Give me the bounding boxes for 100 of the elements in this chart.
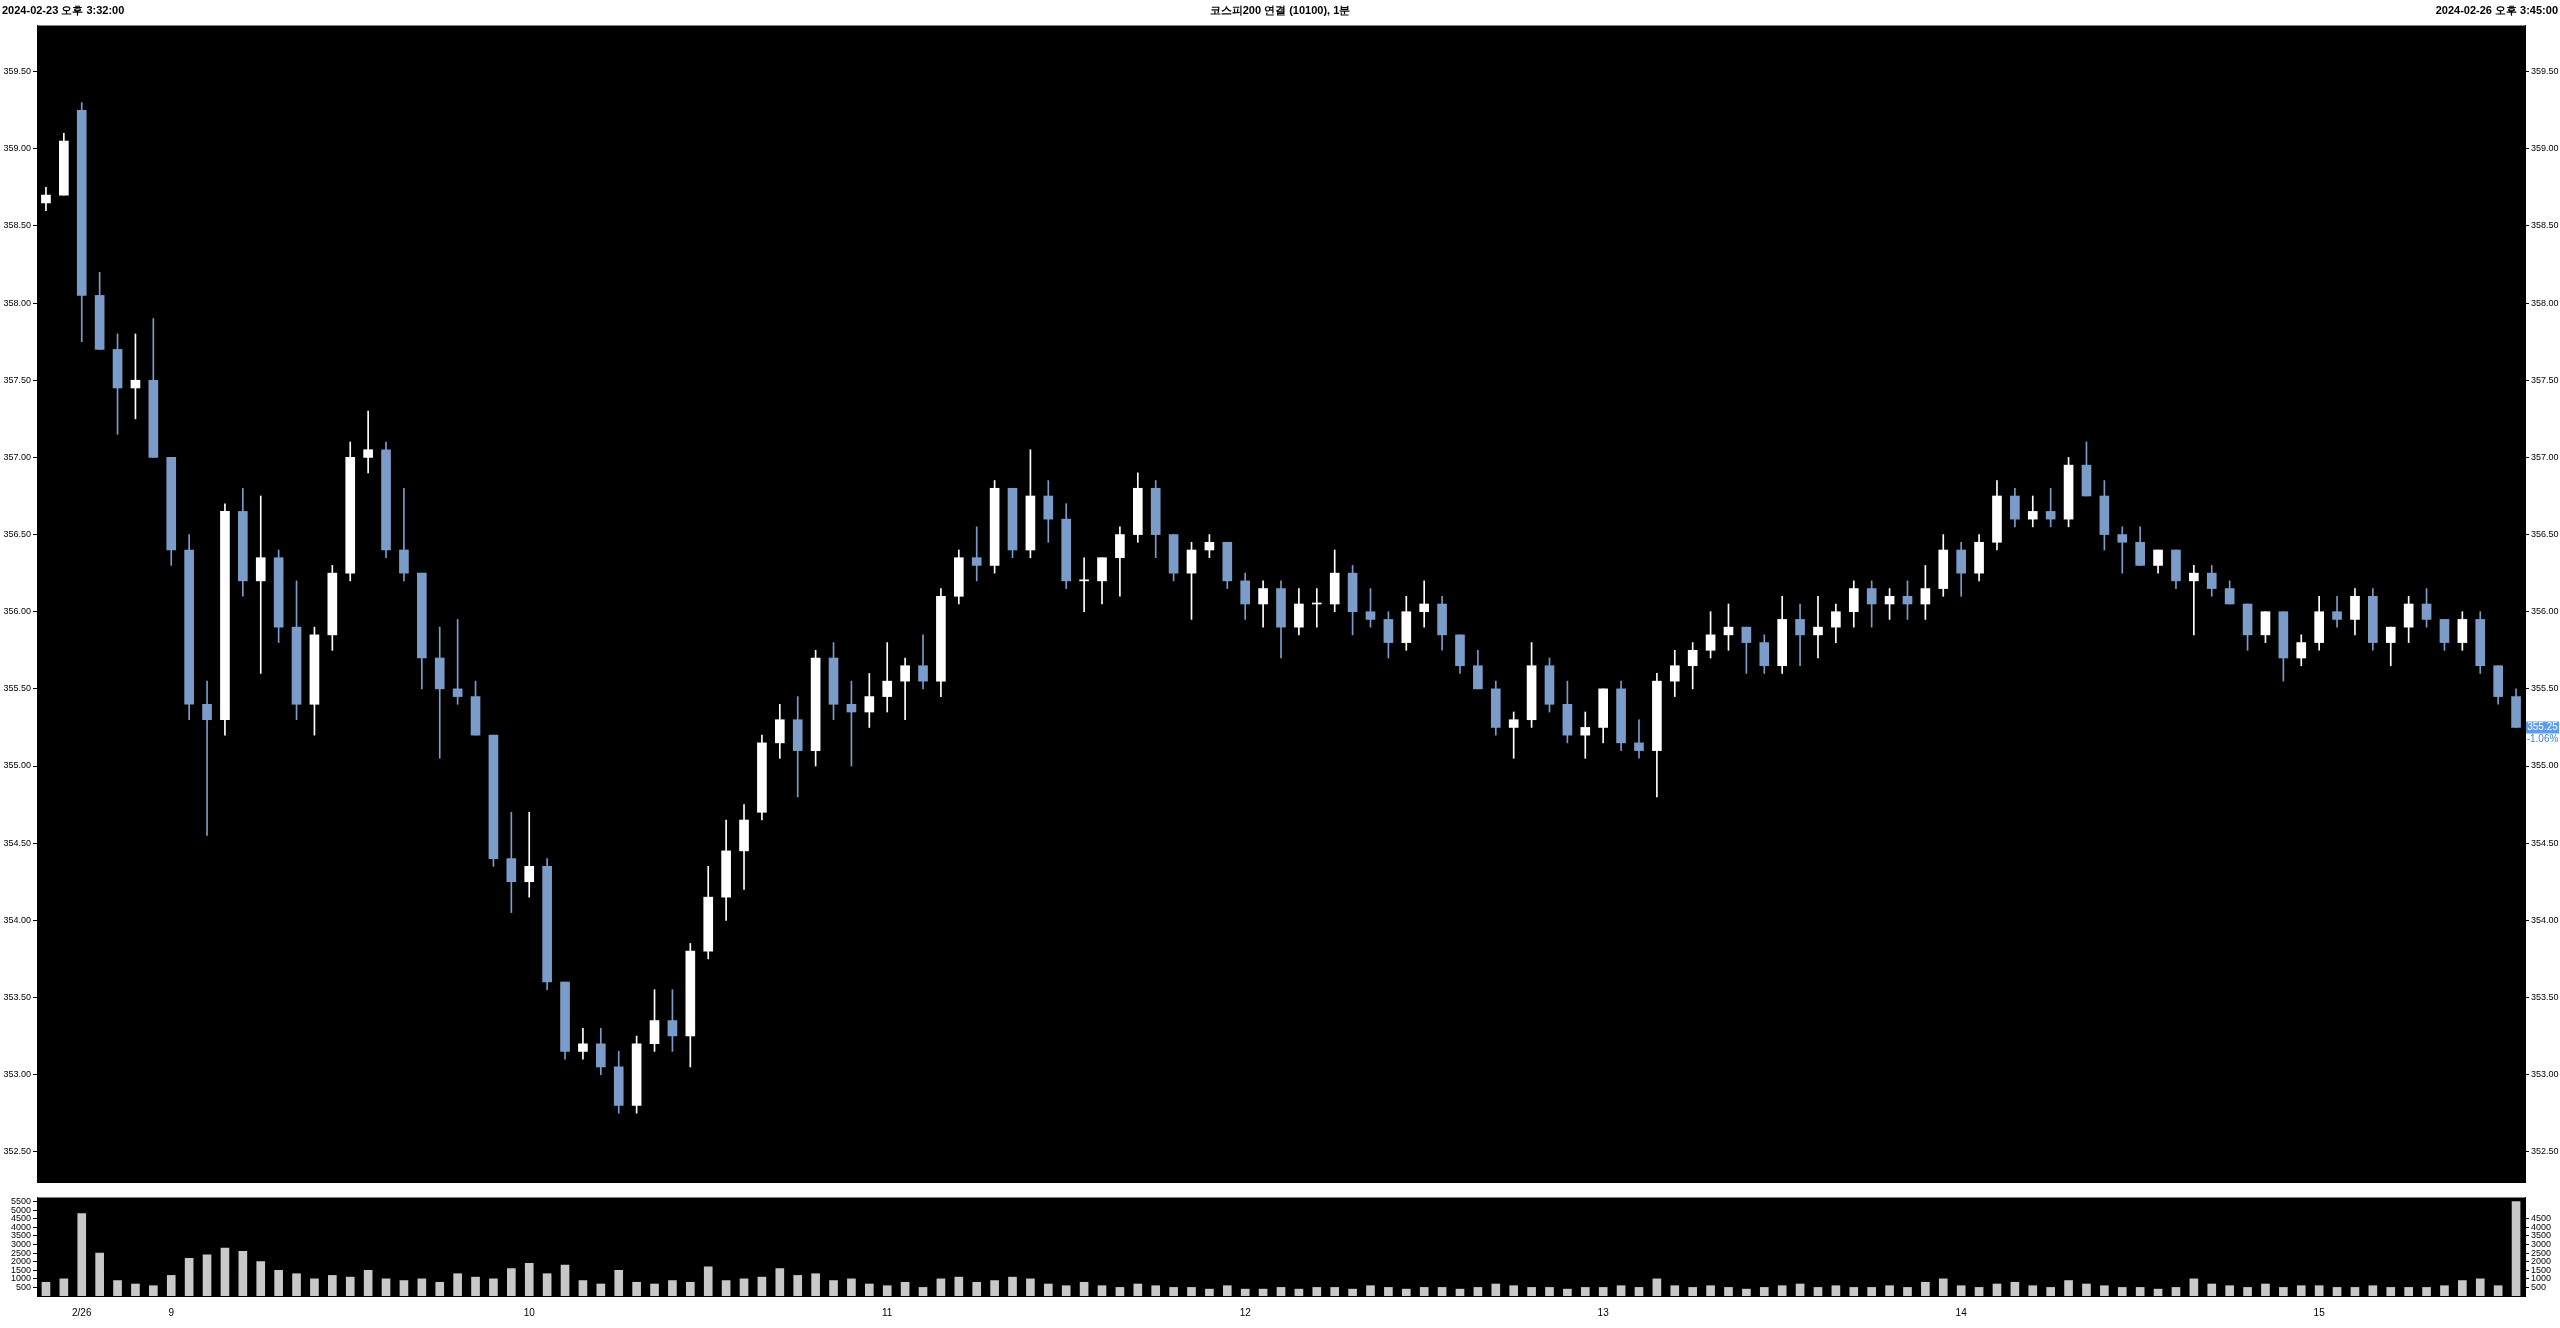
- bar: [507, 1268, 516, 1296]
- bar: [1437, 1287, 1447, 1296]
- bar: [1348, 1288, 1357, 1296]
- x-tick-label: 2/26: [72, 1306, 92, 1318]
- bar: [113, 1280, 122, 1296]
- bar: [542, 1273, 552, 1296]
- bar: [1724, 1287, 1733, 1296]
- bar: [1956, 1285, 1966, 1296]
- bar: [1491, 1283, 1501, 1296]
- bar: [2100, 1285, 2109, 1296]
- bar: [77, 1213, 87, 1296]
- bar: [1419, 1287, 1429, 1296]
- y2-tick-label: 352.50: [2531, 1146, 2559, 1157]
- bar: [1384, 1287, 1393, 1296]
- bar: [560, 1264, 570, 1296]
- y-tick-label: 358.00: [3, 297, 31, 308]
- y-tick-label: 358.50: [3, 220, 31, 231]
- y2-tick-label: 356.00: [2531, 606, 2559, 617]
- x-tick-label: 11: [882, 1306, 893, 1318]
- y2-tick-label: 359.50: [2531, 66, 2559, 77]
- bar: [2046, 1287, 2055, 1296]
- bar: [2261, 1283, 2270, 1296]
- bar: [2135, 1287, 2145, 1296]
- bar: [1974, 1287, 1984, 1296]
- bar: [1079, 1281, 1089, 1296]
- bar: [1455, 1288, 1465, 1296]
- bar: [1634, 1287, 1644, 1296]
- bar: [811, 1273, 820, 1296]
- y2-tick-label: 355.50: [2531, 683, 2559, 694]
- y-tick-label: 353.00: [3, 1069, 31, 1080]
- bar: [1580, 1287, 1590, 1296]
- bar: [847, 1278, 856, 1296]
- bar: [2368, 1285, 2378, 1296]
- candlestick: [1634, 719, 1644, 759]
- bar: [1026, 1278, 1035, 1296]
- chart-title: 코스피200 연결 (10100), 1분: [1209, 4, 1351, 16]
- bar: [2386, 1287, 2396, 1296]
- bar: [2422, 1287, 2431, 1296]
- bar: [1240, 1288, 1250, 1296]
- x-tick-label: 15: [2313, 1306, 2326, 1318]
- y-tick-label: 2500: [10, 1247, 31, 1258]
- y-tick-label: 353.50: [3, 991, 31, 1002]
- bar: [1043, 1283, 1053, 1296]
- bar: [1151, 1285, 1161, 1296]
- bar: [1276, 1287, 1286, 1296]
- bar: [918, 1287, 928, 1296]
- y-tick-label: 500: [15, 1281, 31, 1292]
- y2-tick-label: 354.50: [2531, 837, 2559, 848]
- bar: [1903, 1287, 1912, 1296]
- bar: [882, 1285, 892, 1296]
- y-tick-label: 4000: [10, 1221, 31, 1232]
- y-tick-label: 356.50: [3, 529, 31, 540]
- bar: [2511, 1201, 2521, 1296]
- bar: [1867, 1287, 1877, 1296]
- bar: [202, 1254, 212, 1296]
- candlestick: [971, 526, 982, 582]
- y2-tick-label: 353.00: [2531, 1069, 2559, 1080]
- bar: [381, 1278, 391, 1296]
- bar: [1777, 1285, 1787, 1296]
- bar: [489, 1278, 498, 1296]
- bar: [1545, 1287, 1554, 1296]
- y-tick-label: 3000: [10, 1239, 31, 1250]
- y2-tick-label: 354.00: [2531, 914, 2559, 925]
- y-tick-label: 356.00: [3, 606, 31, 617]
- bar: [2243, 1287, 2252, 1296]
- y2-tick-label: 4500: [2531, 1213, 2552, 1224]
- y-tick-label: 359.50: [3, 66, 31, 77]
- bar: [703, 1266, 713, 1296]
- bar: [2296, 1285, 2306, 1296]
- y-tick-label: 2000: [10, 1256, 31, 1267]
- y2-tick-label: 359.00: [2531, 143, 2559, 154]
- bar: [2153, 1288, 2163, 1296]
- y2-tick-label: 500: [2531, 1281, 2547, 1292]
- bar: [274, 1269, 283, 1296]
- bar: [596, 1283, 606, 1296]
- bar: [1813, 1287, 1823, 1296]
- bar: [345, 1276, 355, 1296]
- bar: [59, 1278, 69, 1296]
- bar: [1509, 1285, 1519, 1296]
- y2-tick-label: 4000: [2531, 1221, 2552, 1232]
- bar: [2493, 1285, 2503, 1296]
- y-tick-label: 359.00: [3, 143, 31, 154]
- x-tick-label: 14: [1955, 1306, 1968, 1318]
- y-tick-label: 4500: [10, 1213, 31, 1224]
- bar: [954, 1276, 964, 1296]
- bar: [1652, 1278, 1662, 1296]
- y2-tick-label: 353.50: [2531, 991, 2559, 1002]
- bar: [1992, 1283, 2002, 1296]
- bar: [2458, 1280, 2467, 1296]
- bar: [2225, 1285, 2234, 1296]
- bar: [95, 1252, 104, 1296]
- bar: [721, 1280, 731, 1296]
- y2-tick-label: 357.50: [2531, 374, 2559, 385]
- y-tick-label: 355.00: [3, 760, 31, 771]
- bar: [1330, 1287, 1340, 1296]
- bar: [292, 1273, 301, 1296]
- bar: [1097, 1285, 1107, 1296]
- candlestick: [255, 495, 266, 674]
- candlestick: [882, 642, 893, 713]
- bar: [310, 1278, 319, 1296]
